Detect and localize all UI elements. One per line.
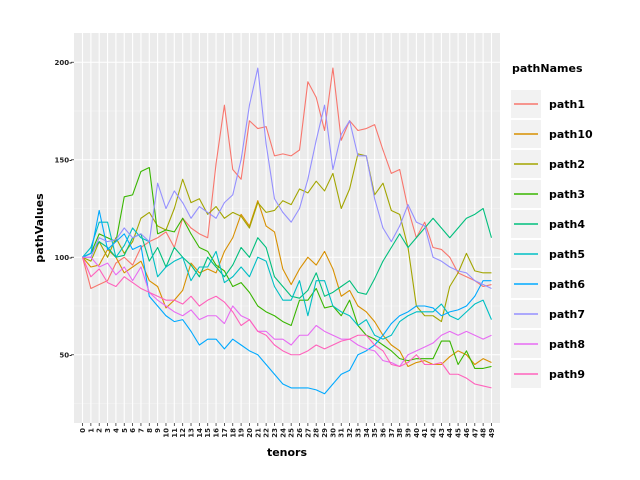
- x-tick-label: 30: [329, 428, 337, 438]
- x-tick-label: 31: [338, 428, 346, 438]
- legend-label-path9: path9: [549, 368, 585, 381]
- x-tick-label: 45: [455, 428, 463, 438]
- series-line-path1: [81, 67, 492, 289]
- x-tick-label: 22: [263, 428, 271, 438]
- x-tick-label: 20: [246, 428, 254, 438]
- series-line-path9: [82, 257, 492, 389]
- x-tick-label: 29: [321, 428, 329, 438]
- x-tick-label: 18: [229, 428, 237, 438]
- series-line-path3: [82, 167, 492, 369]
- x-tick-label: 28: [313, 428, 321, 438]
- x-tick-label: 33: [354, 428, 362, 438]
- series-line-path5: [82, 221, 492, 340]
- series-lines: [81, 67, 493, 395]
- legend-label-path3: path3: [549, 188, 585, 201]
- series-line-path7: [82, 67, 492, 289]
- x-tick-label: 24: [279, 428, 287, 438]
- x-tick-label: 49: [488, 428, 496, 438]
- y-axis-title: pathValues: [33, 193, 46, 263]
- minor-gridlines: [74, 110, 500, 404]
- x-tick-label: 14: [196, 428, 204, 438]
- x-axis-title: tenors: [267, 446, 308, 459]
- x-tick-label: 9: [154, 428, 162, 433]
- x-tick-label: 38: [396, 428, 404, 438]
- y-tick-label: 150-: [54, 156, 72, 164]
- x-tick-label: 36: [379, 428, 387, 438]
- x-tick-label: 19: [238, 428, 246, 438]
- x-tick-label: 8: [146, 428, 154, 433]
- x-tick-label: 40: [413, 428, 421, 438]
- y-tick-label: 200-: [54, 59, 72, 67]
- legend-label-path1: path1: [549, 98, 585, 111]
- x-tick-label: 44: [446, 428, 454, 438]
- series-line-path10: [82, 200, 492, 367]
- x-tick-label: 7: [137, 428, 145, 433]
- series-line-path8: [82, 256, 492, 367]
- legend-title: pathNames: [512, 62, 583, 75]
- legend-label-path4: path4: [549, 218, 585, 231]
- x-tick-label: 41: [421, 428, 429, 438]
- x-tick-label: 0: [79, 428, 87, 433]
- x-axis: 0 1 2 3 4 5 6 7 8 9 10 11 12 13 14 15 16 17 18 19 20 21 22 23 24…: [79, 423, 496, 438]
- x-tick-label: 3: [104, 428, 112, 433]
- x-tick-label: 27: [304, 428, 312, 438]
- x-tick-label: 47: [471, 428, 479, 438]
- x-tick-label: 15: [204, 428, 212, 438]
- legend-label-path2: path2: [549, 158, 585, 171]
- legend-label-path7: path7: [549, 308, 585, 321]
- x-tick-label: 12: [179, 428, 187, 438]
- x-tick-label: 34: [363, 428, 371, 438]
- legend: path1 path10 path2 path3 path4 path5 path6 path…: [511, 90, 593, 388]
- x-tick-label: 17: [221, 428, 229, 438]
- x-tick-label: 6: [129, 428, 137, 433]
- x-tick-label: 23: [271, 428, 279, 438]
- x-tick-label: 32: [346, 428, 354, 438]
- x-tick-label: 43: [438, 428, 446, 438]
- x-tick-label: 46: [463, 428, 471, 438]
- x-tick-label: 16: [213, 428, 221, 438]
- x-tick-label: 39: [405, 428, 413, 438]
- x-tick-label: 35: [371, 428, 379, 438]
- series-line-path6: [82, 209, 492, 395]
- x-tick-label: 13: [188, 428, 196, 438]
- x-tick-label: 48: [480, 428, 488, 438]
- x-tick-label: 25: [288, 428, 296, 438]
- x-tick-label: 37: [388, 428, 396, 438]
- legend-label-path6: path6: [549, 278, 585, 291]
- y-tick-label: 50-: [59, 351, 72, 359]
- x-tick-label: 10: [162, 428, 170, 438]
- series-line-path4: [82, 207, 493, 299]
- legend-label-path10: path10: [549, 128, 593, 141]
- x-tick-label: 4: [112, 428, 120, 433]
- legend-label-path5: path5: [549, 248, 585, 261]
- x-tick-label: 42: [430, 428, 438, 438]
- y-axis: 50- 100- 150- 200-: [54, 59, 74, 359]
- x-tick-label: 2: [96, 428, 104, 433]
- series-line-path2: [82, 153, 492, 323]
- x-tick-label: 11: [171, 428, 179, 438]
- panel-background: [74, 33, 500, 423]
- x-tick-label: 26: [296, 428, 304, 438]
- x-tick-label: 5: [121, 428, 129, 433]
- x-tick-label: 21: [254, 428, 262, 438]
- x-tick-label: 1: [87, 428, 95, 433]
- legend-label-path8: path8: [549, 338, 585, 351]
- y-tick-label: 100-: [54, 254, 72, 262]
